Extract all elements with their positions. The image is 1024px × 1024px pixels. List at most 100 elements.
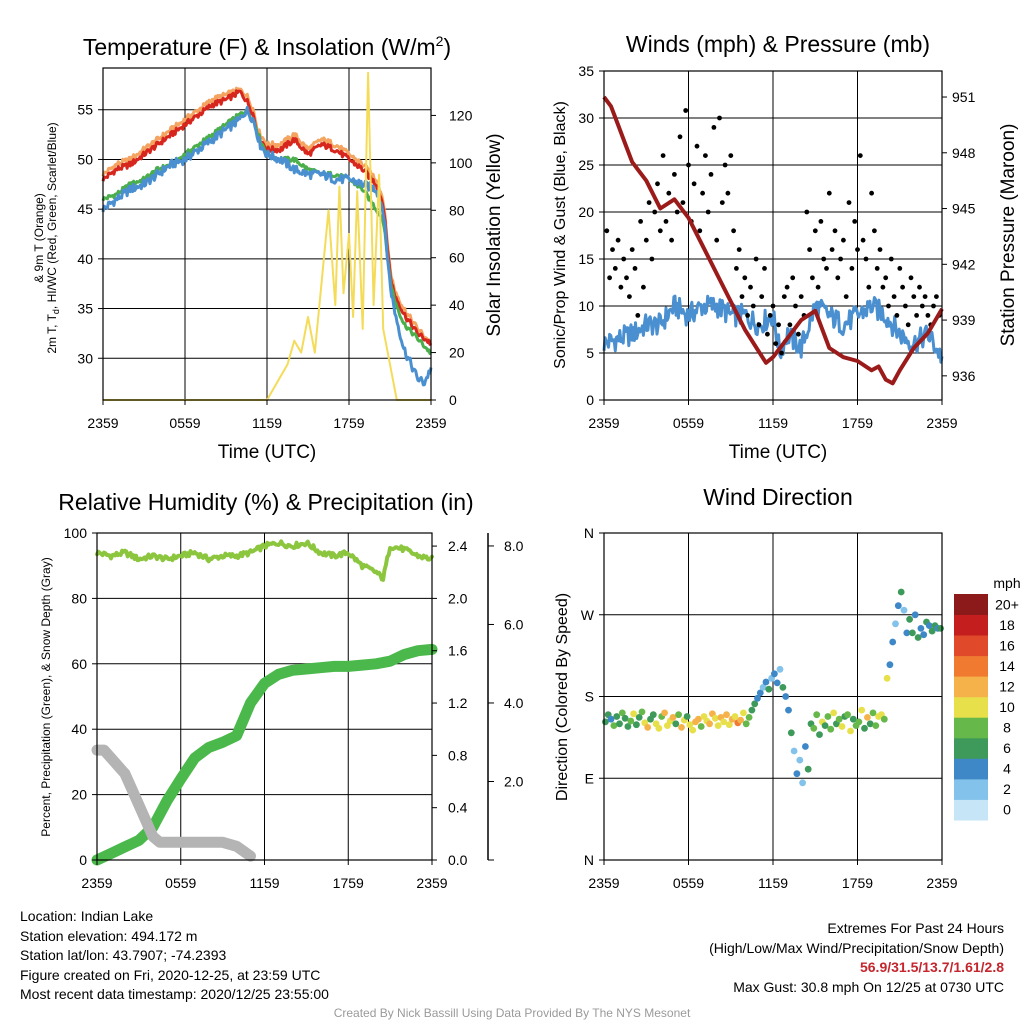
direction-point [909, 629, 916, 637]
direction-point [742, 720, 750, 728]
rh-line [95, 539, 434, 582]
humidity-y-tick-label: 80 [71, 590, 87, 606]
gust-point [911, 294, 917, 299]
gust-point [748, 284, 753, 290]
winds-plot-area: 936 939 942 945 948 951 0 5 10 15 20 25 30 35 2359 0559… [578, 63, 975, 431]
direction-point [866, 720, 874, 728]
gust-point [886, 303, 891, 309]
direction-point [618, 709, 626, 717]
gust-point [880, 284, 886, 290]
winds-y-tick-label: 25 [578, 157, 594, 173]
speed-legend-label: 18 [999, 617, 1015, 633]
gust-point [903, 303, 908, 309]
gust-point [908, 275, 914, 281]
gust-point [821, 256, 827, 262]
temperature-y-tick-label: 30 [77, 350, 93, 366]
snow-tick-label: 4.0 [504, 695, 524, 711]
direction-point [889, 638, 897, 646]
gust-point [627, 294, 632, 299]
solar-tick-label: 80 [449, 202, 465, 218]
precip-tick-label: 1.6 [448, 643, 468, 659]
gust-point [770, 303, 776, 309]
gust-point [798, 294, 804, 299]
direction-point [695, 715, 702, 723]
gust-point [742, 275, 748, 281]
pressure-y-axis-label: Station Pressure (Maroon) [998, 124, 1019, 347]
gust-point [734, 266, 739, 271]
gust-point [849, 266, 855, 271]
figure-created: Figure created on Fri, 2020-12-25, at 23… [20, 966, 321, 983]
direction-point [635, 714, 643, 721]
gust-point [683, 108, 689, 113]
gust-point [894, 313, 900, 318]
max-gust: Max Gust: 30.8 mph On 12/25 at 0730 UTC [733, 978, 1004, 995]
gust-point [649, 256, 655, 262]
humidity-y-tick-label: 40 [71, 721, 87, 737]
direction-point [740, 709, 747, 717]
direction-point [725, 721, 733, 729]
gust-point [674, 209, 680, 215]
winds-x-axis-label: Time (UTC) [729, 442, 828, 463]
gust-point [891, 294, 897, 299]
gust-point [632, 266, 638, 271]
temperature-panel: Temperature (F) & Insolation (W/m2) Time… [32, 33, 505, 463]
gust-point [643, 237, 649, 243]
direction-point [610, 722, 618, 729]
direction-point [903, 629, 911, 637]
direction-point [858, 706, 866, 714]
extremes-title: Extremes For Past 24 Hours [827, 920, 1004, 936]
gust-point [835, 275, 841, 281]
wind-direction-x-tick-label: 2359 [588, 875, 619, 891]
winds-y-tick-label: 20 [578, 204, 594, 220]
gust-point [866, 284, 872, 290]
extremes-info: Extremes For Past 24 Hours (High/Low/Max… [709, 919, 1004, 997]
gust-point [905, 322, 911, 328]
speed-legend-swatch [954, 614, 988, 636]
direction-point [880, 715, 888, 723]
pressure-tick-label: 951 [952, 89, 976, 105]
speed-legend-label: 8 [1003, 720, 1011, 736]
precip-tick-label: 0.8 [448, 747, 468, 763]
direction-point [835, 715, 843, 723]
gust-point [919, 303, 925, 309]
gust-point [779, 350, 784, 356]
gust-point [874, 266, 880, 271]
gust-point [857, 153, 863, 159]
winds-y-tick-label: 5 [586, 345, 594, 361]
direction-point [883, 674, 891, 682]
gust-point [863, 256, 869, 262]
gust-point [934, 294, 939, 299]
solar-tick-label: 100 [449, 155, 473, 171]
gust-point [750, 303, 756, 309]
humidity-y-tick-label: 60 [71, 656, 87, 672]
direction-point [799, 779, 806, 787]
pressure-tick-label: 939 [952, 312, 976, 328]
winds-panel: Winds (mph) & Pressure (mb) Time (UTC) S… [552, 31, 1019, 463]
direction-point [824, 713, 832, 720]
gust-point [708, 172, 714, 177]
direction-point [669, 714, 677, 721]
direction-point [914, 634, 922, 641]
station-latlon: Station lat/lon: 43.7907; -74.2393 [20, 947, 227, 963]
direction-point [906, 615, 913, 623]
gust-point [765, 331, 770, 337]
direction-point [765, 685, 773, 693]
direction-point [821, 722, 829, 729]
direction-point [925, 622, 933, 629]
direction-point [827, 725, 835, 733]
direction-point [911, 611, 919, 619]
solar-tick-label: 40 [449, 297, 465, 313]
winds-y-tick-label: 0 [586, 392, 594, 408]
speed-legend-label: 10 [999, 699, 1015, 715]
speed-legend-title: mph [993, 575, 1020, 591]
gust-point [855, 247, 860, 253]
gust-point [736, 247, 742, 253]
humidity-x-tick-label: 2359 [81, 875, 112, 891]
wind-direction-y-tick-label: S [585, 689, 594, 705]
humidity-x-tick-label: 1159 [249, 875, 279, 891]
direction-y-axis-label: Direction (Colored By Speed) [554, 593, 571, 801]
gust-point [931, 303, 936, 309]
temperature-x-tick-label: 2359 [415, 415, 446, 431]
temperature-y-tick-label: 45 [77, 201, 93, 217]
gust-point [767, 313, 773, 318]
